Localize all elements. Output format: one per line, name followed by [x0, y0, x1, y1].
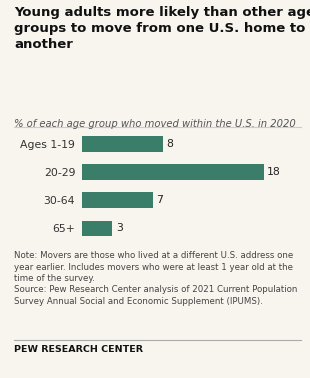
Text: 18: 18: [267, 167, 281, 177]
Text: PEW RESEARCH CENTER: PEW RESEARCH CENTER: [14, 345, 143, 354]
Text: % of each age group who moved within the U.S. in 2020: % of each age group who moved within the…: [14, 119, 296, 129]
Bar: [82, 192, 153, 208]
Bar: [82, 136, 163, 152]
Text: 7: 7: [156, 195, 163, 205]
Text: Source: Pew Research Center analysis of 2021 Current Population
Survey Annual So: Source: Pew Research Center analysis of …: [14, 285, 297, 306]
Text: 3: 3: [116, 223, 123, 233]
Text: Young adults more likely than other age
groups to move from one U.S. home to
ano: Young adults more likely than other age …: [14, 6, 310, 51]
Text: Note: Movers are those who lived at a different U.S. address one
year earlier. I: Note: Movers are those who lived at a di…: [14, 251, 293, 283]
Bar: [82, 221, 113, 236]
Bar: [82, 164, 264, 180]
Text: 8: 8: [166, 139, 173, 149]
